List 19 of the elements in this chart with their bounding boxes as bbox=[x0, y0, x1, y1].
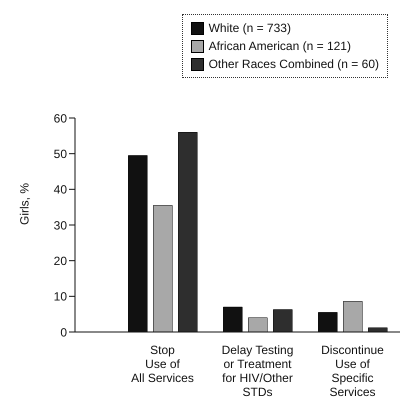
y-tick-label: 30 bbox=[54, 218, 68, 232]
legend-label: Other Races Combined (n = 60) bbox=[208, 56, 379, 73]
bar bbox=[273, 309, 293, 332]
x-tick-label: Stop Use of All Services bbox=[131, 343, 194, 385]
y-axis-title: Girls, % bbox=[17, 182, 32, 225]
y-tick-label: 20 bbox=[54, 254, 68, 268]
bar bbox=[178, 132, 198, 332]
bar bbox=[343, 301, 363, 332]
legend-label: White (n = 733) bbox=[208, 20, 291, 37]
y-tick-label: 50 bbox=[54, 146, 68, 161]
legend-label: African American (n = 121) bbox=[208, 38, 351, 55]
x-tick-label: Delay Testing or Treatment for HIV/Other STDs bbox=[222, 343, 294, 399]
x-tick-label: Discontinue Use of Specific Services bbox=[321, 343, 384, 399]
y-tick-label: 0 bbox=[60, 325, 68, 340]
y-tick-label: 60 bbox=[54, 111, 68, 126]
y-tick-label: 10 bbox=[54, 290, 68, 304]
bar bbox=[153, 205, 173, 332]
bar bbox=[248, 317, 268, 332]
y-tick-label: 40 bbox=[54, 182, 68, 197]
